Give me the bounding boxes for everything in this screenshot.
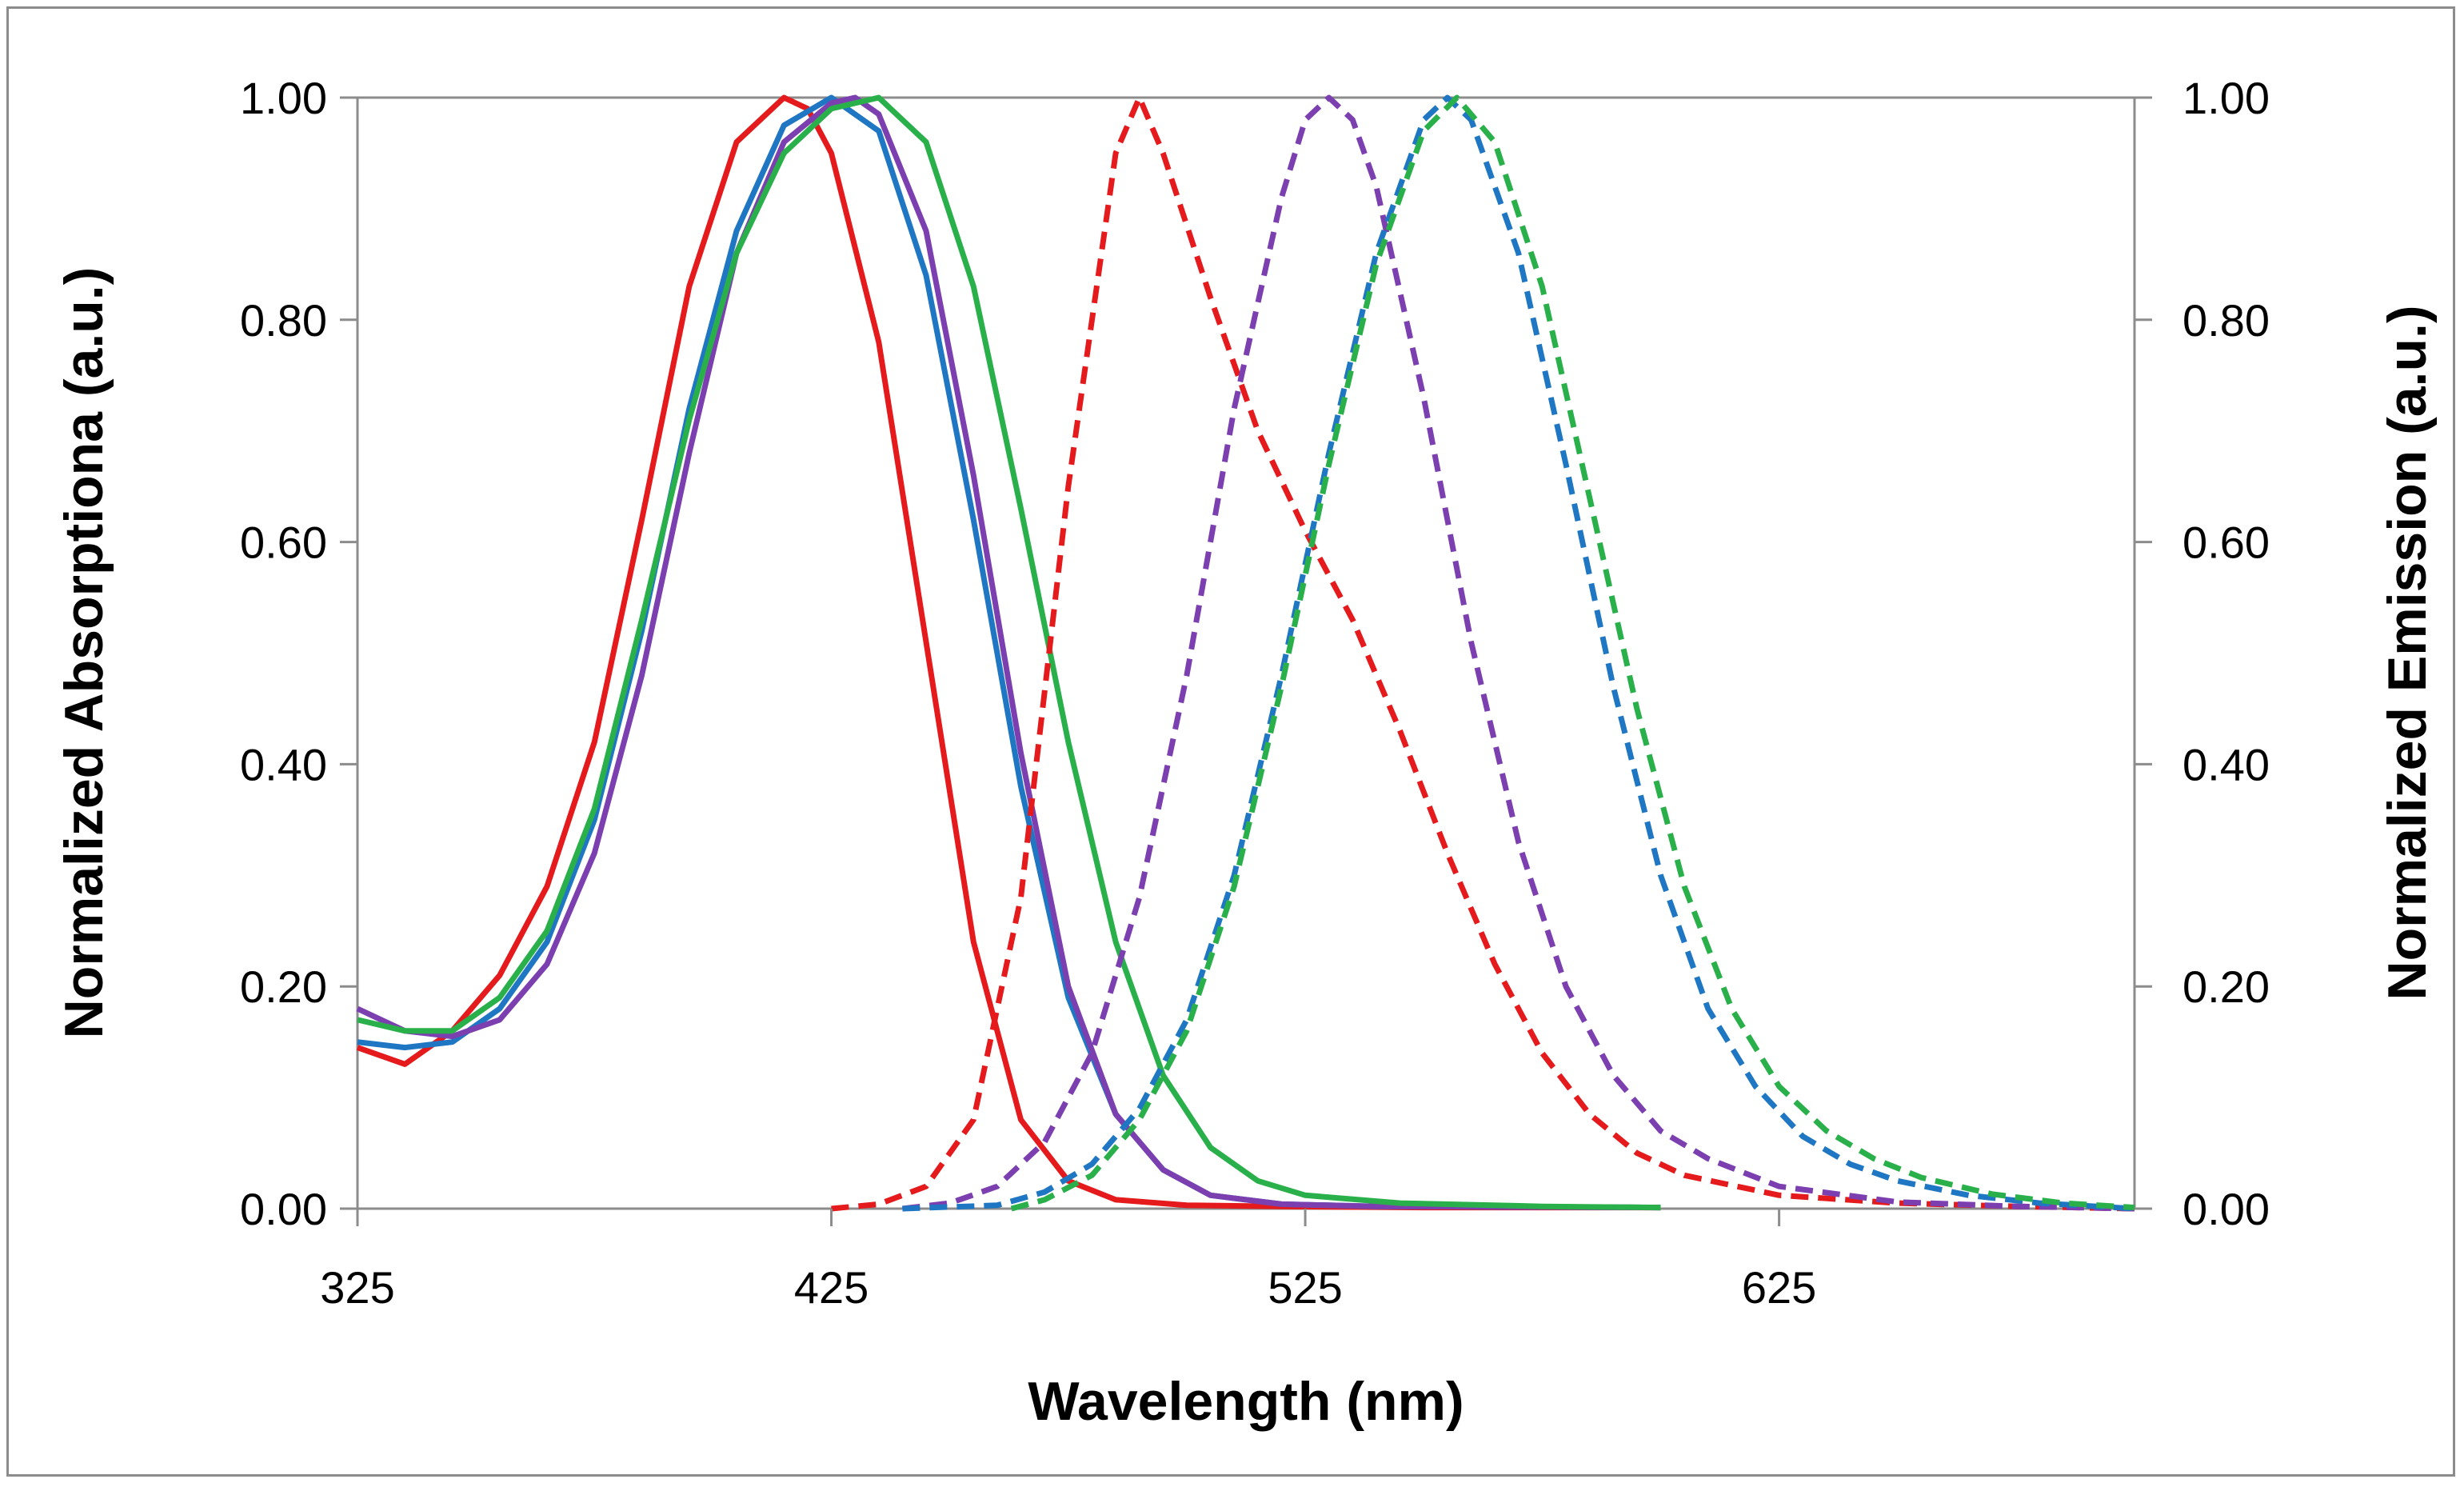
series-line-absorption-3 xyxy=(357,94,1661,1211)
y-tick-label: 0.00 xyxy=(240,1184,327,1234)
chart-frame xyxy=(6,6,2455,1477)
series-line-absorption-0 xyxy=(356,94,1661,1211)
series-line-emission-7 xyxy=(1010,94,2135,1212)
y2-tick-label: 0.00 xyxy=(2182,1184,2270,1234)
x-tick-label: 525 xyxy=(1268,1262,1342,1313)
y-tick-label: 0.60 xyxy=(240,518,327,568)
series-line-emission-4 xyxy=(831,94,2135,1212)
y2-tick-label: 1.00 xyxy=(2182,73,2270,123)
y-tick-label: 0.80 xyxy=(240,295,327,346)
series-line-emission-5 xyxy=(901,94,2135,1212)
x-tick-label: 425 xyxy=(794,1262,869,1313)
series-line-absorption-1 xyxy=(357,94,1661,1211)
y-tick-label: 0.40 xyxy=(240,739,327,789)
y2-tick-label: 0.20 xyxy=(2182,961,2270,1012)
series-layer xyxy=(356,94,2135,1212)
tick-layer: 0.00 0.20 0.40 0.60 0.80 1.00 0.00 0.20 0.40 0.60… xyxy=(240,73,2270,1313)
series-line-absorption-2 xyxy=(356,94,1661,1211)
series-line-emission-6 xyxy=(902,94,2135,1212)
plot-area xyxy=(356,96,2136,1210)
y-axis-title: Normalized Absorptiona (a.u.) xyxy=(54,267,114,1039)
y2-axis-title: Normalized Emission (a.u.) xyxy=(2377,305,2438,1000)
x-tick-label: 325 xyxy=(320,1262,394,1313)
y2-tick-label: 0.40 xyxy=(2182,739,2270,789)
y2-tick-label: 0.60 xyxy=(2182,518,2270,568)
y-tick-label: 1.00 xyxy=(240,73,327,123)
x-axis-title: Wavelength (nm) xyxy=(1028,1371,1464,1432)
x-tick-label: 625 xyxy=(1742,1262,1816,1313)
y-tick-label: 0.20 xyxy=(240,961,327,1012)
y2-tick-label: 0.80 xyxy=(2182,295,2270,346)
